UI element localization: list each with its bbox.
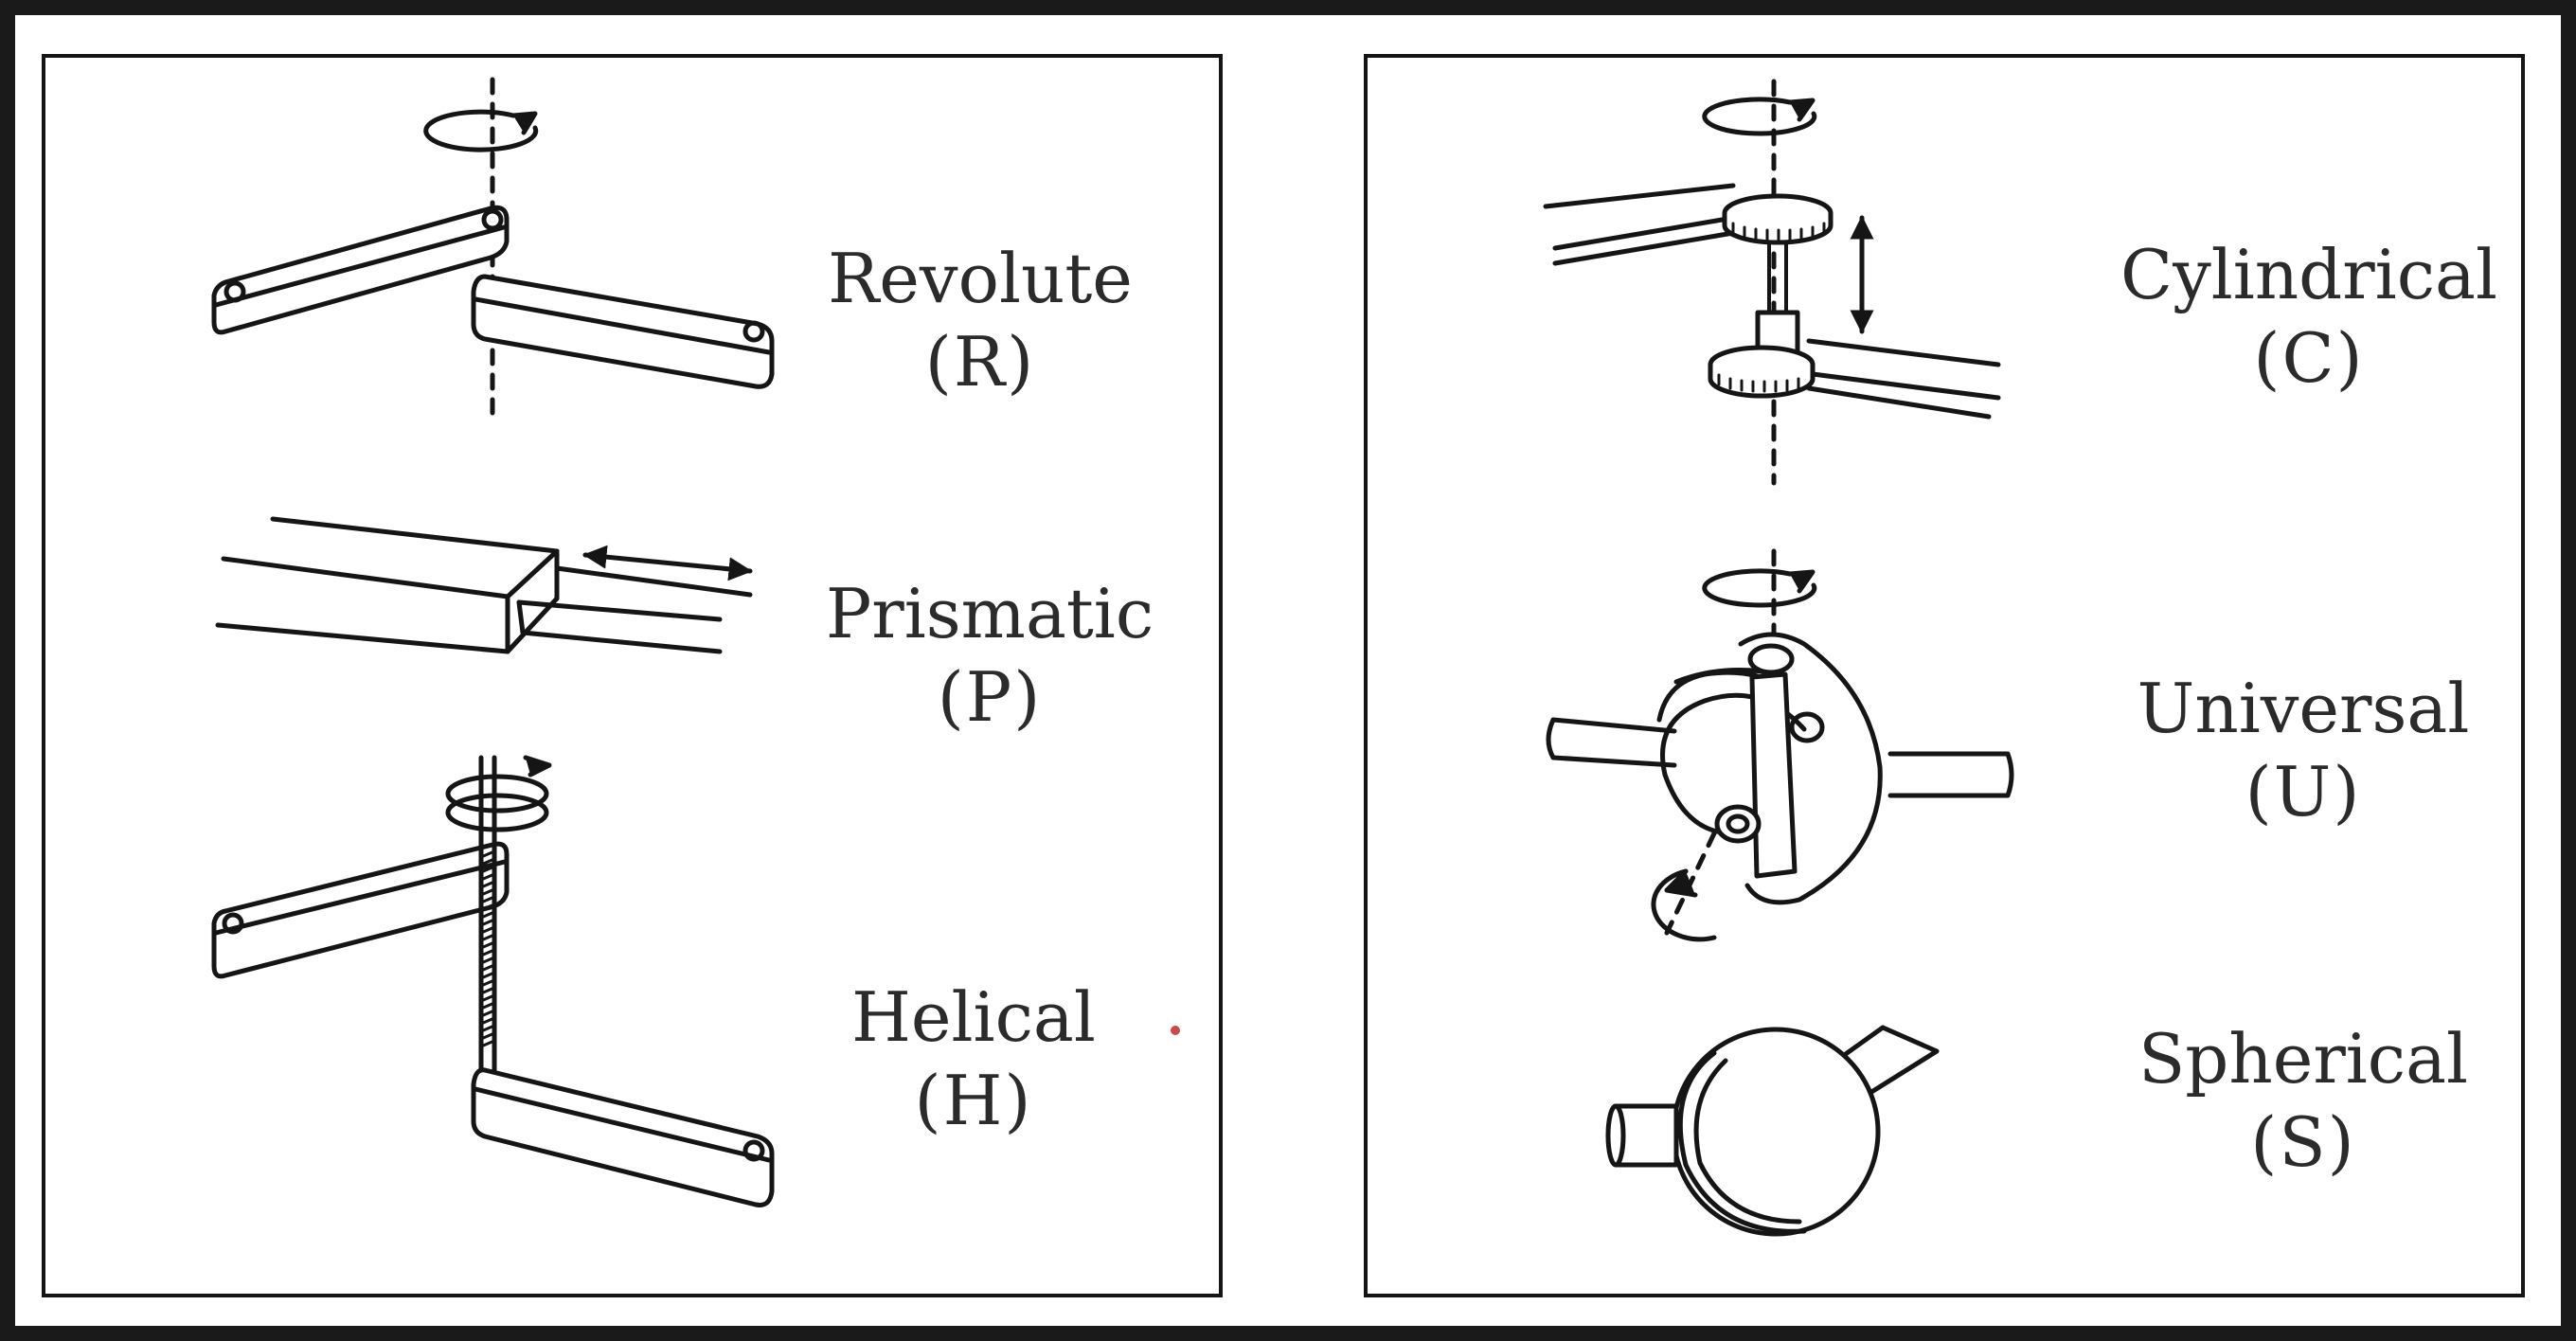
prismatic-label: Prismatic (P) [800,572,1179,739]
helical-name: Helical [851,977,1096,1057]
universal-name: Universal [2137,669,2470,748]
helix-arrow-icon [445,755,552,832]
spherical-socket-rim [1677,1050,1807,1234]
cylindrical-lower-arm [1806,338,2001,420]
rotation-arrow-icon [1651,868,1717,942]
spherical-symbol: (S) [2250,1102,2356,1182]
revolute-link-left [211,205,510,335]
cylindrical-upper-arm [1543,183,1736,266]
lower-gear [1708,345,1816,399]
helical-joint-illustration [211,755,775,1207]
rotation-arrow-icon [1702,97,1817,136]
translation-arrow-icon [582,545,753,581]
helical-symbol: (H) [914,1061,1033,1140]
prismatic-name: Prismatic [825,574,1154,653]
helical-label: Helical (H) [784,975,1163,1142]
helical-link-top [211,841,510,979]
universal-cross [1714,643,1825,879]
revolute-link-right [471,274,775,389]
prismatic-symbol: (P) [937,657,1043,737]
universal-right-shaft [1887,751,2014,798]
cylindrical-symbol: (C) [2253,318,2365,398]
revolute-joint-illustration [211,77,775,427]
screw-thread [478,755,497,1092]
helical-link-bottom [471,1067,775,1207]
cylindrical-label: Cylindrical (C) [2120,233,2498,400]
universal-label: Universal (U) [2114,667,2493,833]
rotation-arrow-icon [1702,568,1817,608]
spherical-stub-shaft [1613,1103,1679,1168]
revolute-symbol: (R) [924,322,1036,402]
cylindrical-joint-illustration [1543,79,2001,486]
upper-gear [1722,193,1834,245]
laser-pointer-dot [1171,1026,1180,1035]
cylindrical-name: Cylindrical [2120,235,2497,314]
left-panel [42,54,1223,1297]
right-panel [1364,54,2525,1297]
prismatic-joint-illustration [215,516,753,654]
spherical-joint-illustration [1605,1025,1940,1237]
spherical-label: Spherical (S) [2114,1017,2493,1184]
spherical-name: Spherical [2138,1019,2469,1099]
rotation-arrow-icon [423,109,539,152]
revolute-label: Revolute (R) [791,237,1170,403]
revolute-name: Revolute [828,239,1133,318]
universal-joint-illustration [1546,548,2014,942]
universal-left-shaft [1546,717,1677,768]
universal-symbol: (U) [2245,752,2362,831]
